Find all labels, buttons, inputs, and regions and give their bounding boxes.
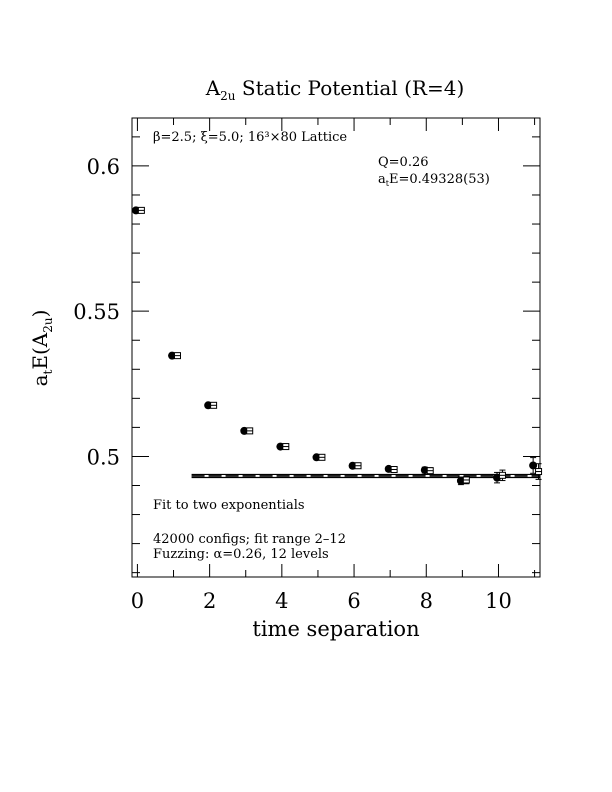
x-axis-ticks bbox=[136, 118, 536, 577]
y-tick-label: 0.55 bbox=[73, 300, 120, 324]
x-tick-label: 0 bbox=[131, 589, 144, 613]
fit-type-annotation: Fit to two exponentials bbox=[153, 498, 305, 513]
fit-band bbox=[191, 473, 540, 479]
data-points bbox=[131, 206, 543, 486]
q-annotation: Q=0.26 bbox=[378, 155, 429, 170]
y-tick-label: 0.6 bbox=[87, 155, 120, 179]
x-tick-label: 4 bbox=[275, 589, 288, 613]
data-point-circle bbox=[529, 461, 538, 470]
fuzzing-annotation: Fuzzing: α=0.26, 12 levels bbox=[153, 547, 329, 562]
plot-frame bbox=[131, 117, 541, 578]
x-tick-label: 2 bbox=[203, 589, 216, 613]
x-axis-label: time separation bbox=[252, 617, 419, 641]
x-tick-label: 10 bbox=[485, 589, 512, 613]
x-tick-label: 8 bbox=[420, 589, 433, 613]
lattice-annotation: β=2.5; ξ=5.0; 16³×80 Lattice bbox=[153, 130, 347, 145]
y-axis-ticks bbox=[132, 136, 540, 574]
x-tick-labels: 0 2 4 6 8 10 bbox=[131, 589, 512, 613]
y-tick-labels: 0.5 0.55 0.6 bbox=[73, 155, 120, 470]
energy-annotation: atE=0.49328(53) bbox=[378, 172, 490, 188]
configs-annotation: 42000 configs; fit range 2–12 bbox=[153, 532, 346, 547]
y-tick-label: 0.5 bbox=[87, 445, 120, 469]
chart-title: A2u Static Potential (R=4) bbox=[205, 76, 465, 103]
y-axis-label: atE(A2u) bbox=[28, 310, 55, 387]
x-tick-label: 6 bbox=[347, 589, 360, 613]
